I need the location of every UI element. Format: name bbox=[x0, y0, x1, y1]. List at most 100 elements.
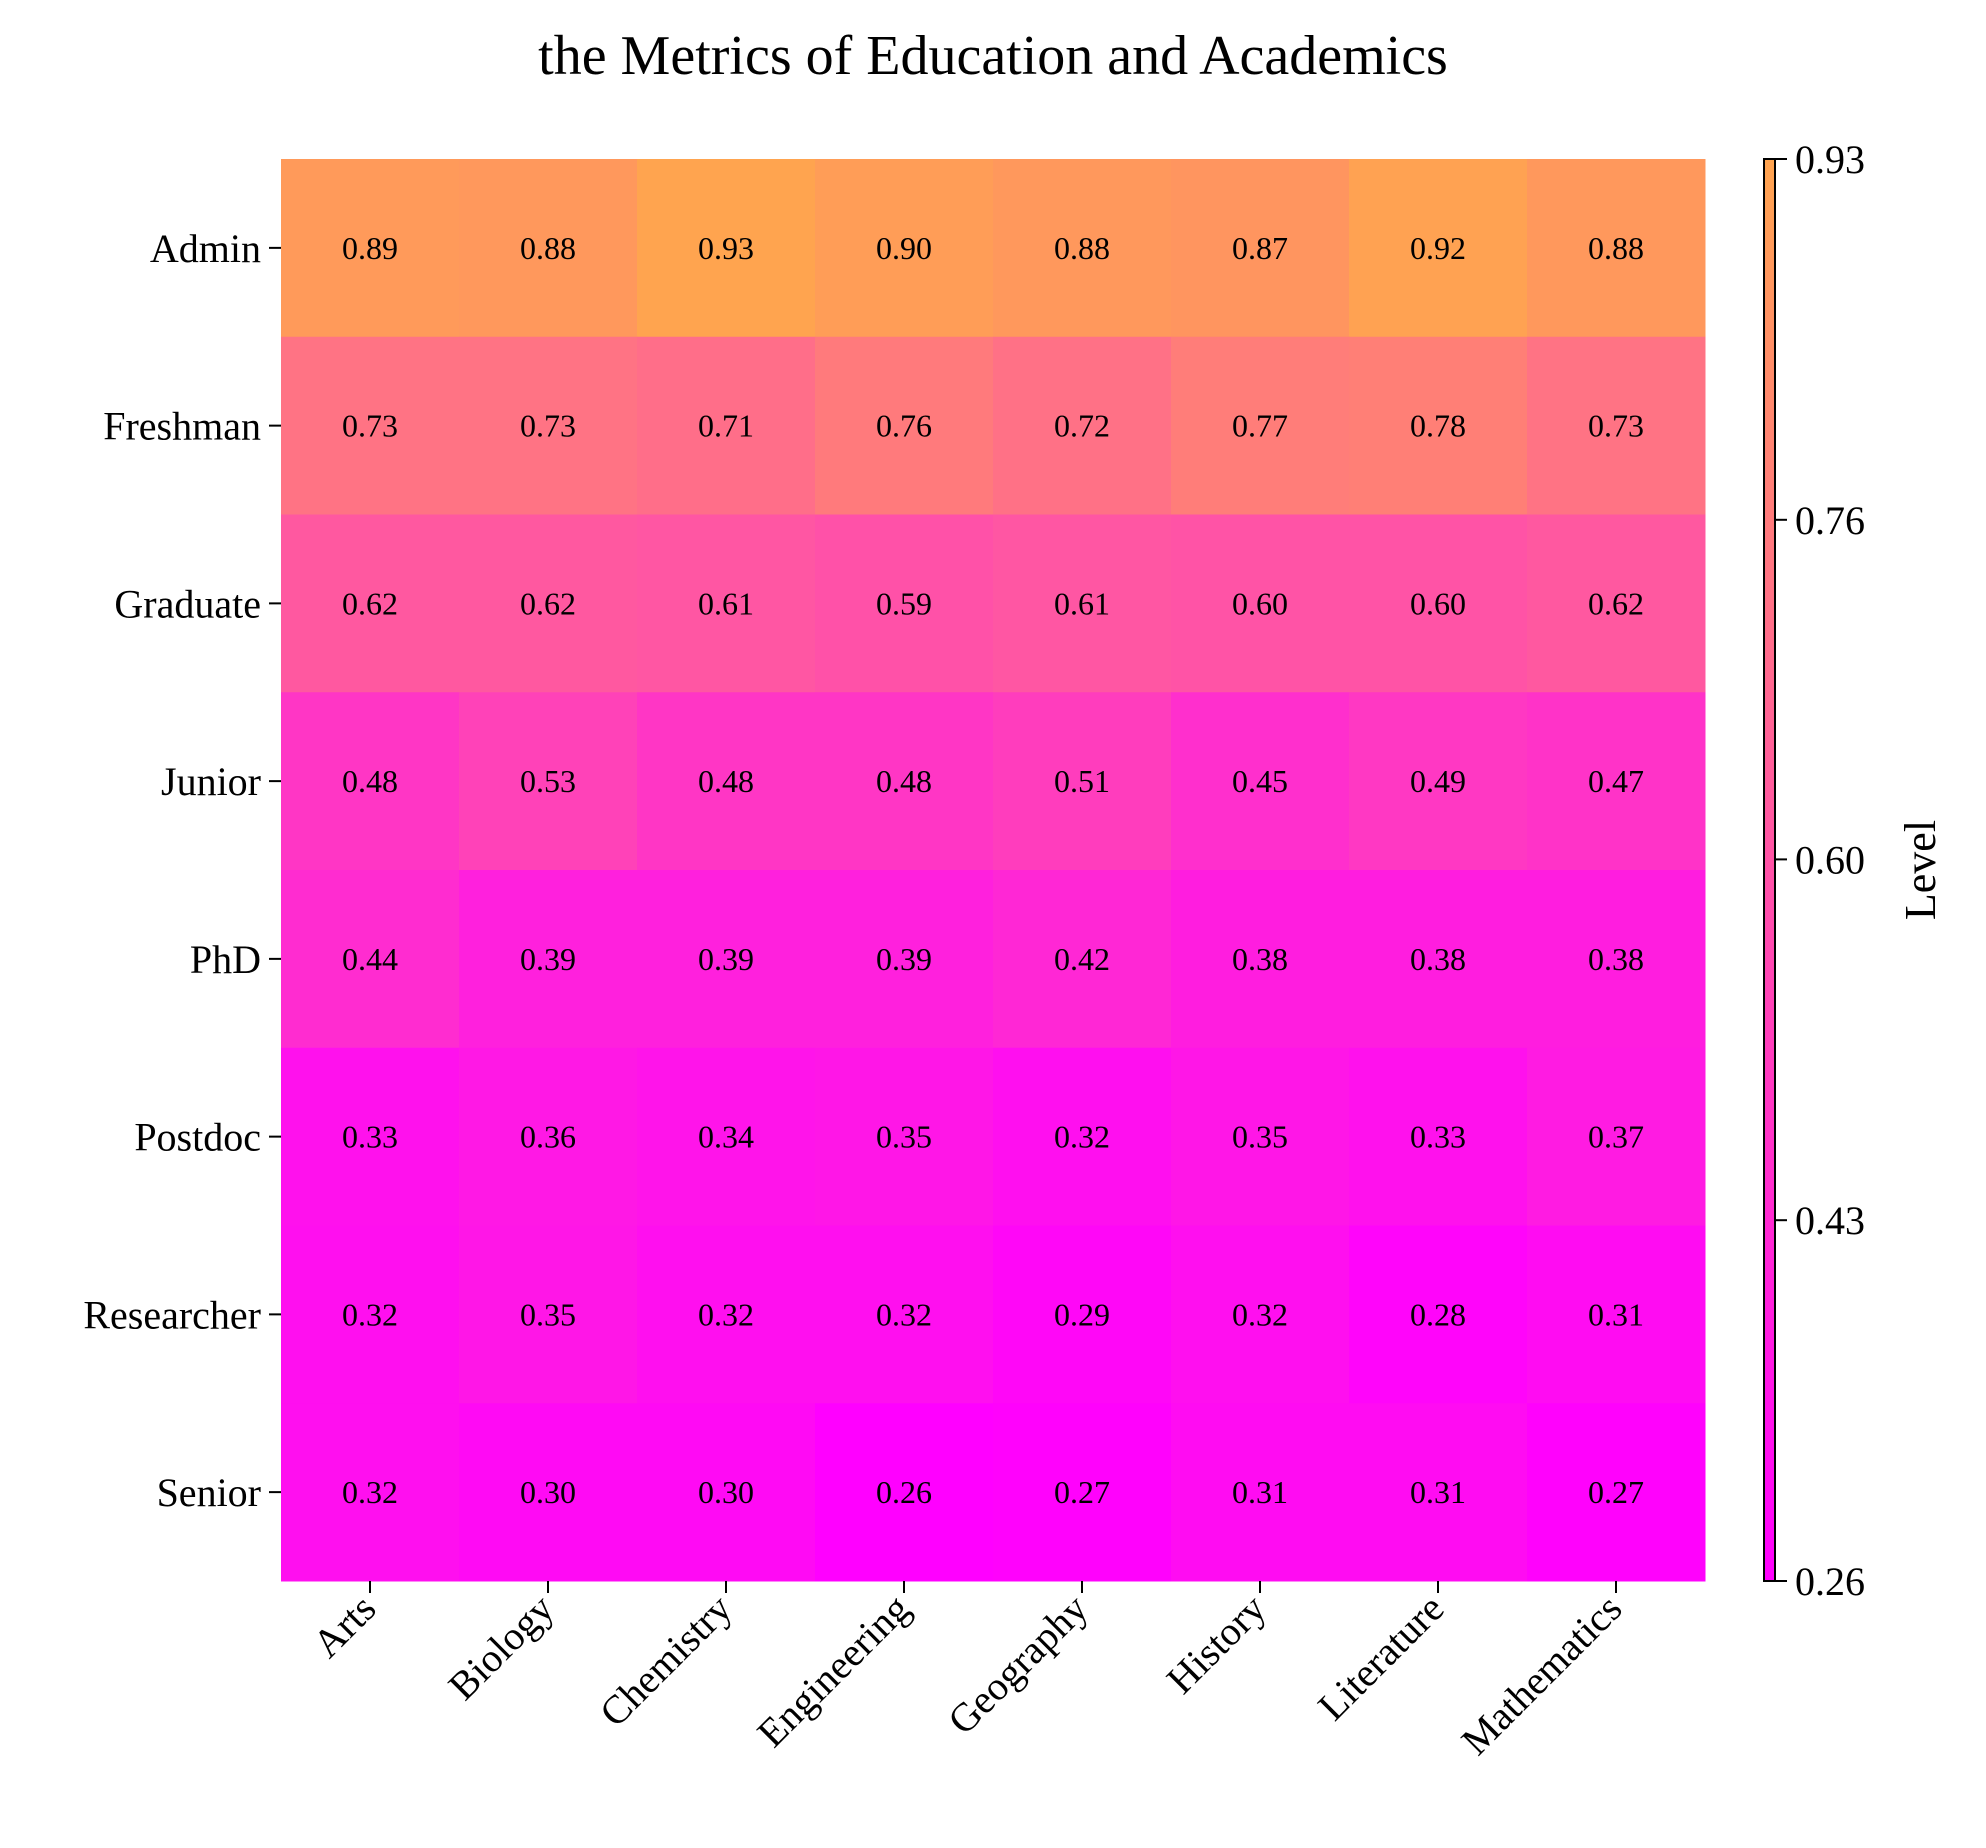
cell-value-label: 0.45 bbox=[1232, 763, 1288, 799]
cell-value-label: 0.33 bbox=[342, 1119, 398, 1155]
heatmap-cell bbox=[1171, 336, 1350, 515]
y-tick-label: Freshman bbox=[103, 404, 261, 449]
cell-value-label: 0.42 bbox=[1054, 941, 1110, 977]
cell-value-label: 0.27 bbox=[1588, 1474, 1644, 1510]
x-tick-label: Arts bbox=[304, 1586, 385, 1667]
cell-value-label: 0.77 bbox=[1232, 408, 1288, 444]
colorbar-gradient bbox=[1763, 158, 1776, 1582]
cell-value-label: 0.31 bbox=[1588, 1296, 1644, 1332]
cell-value-label: 0.35 bbox=[1232, 1119, 1288, 1155]
heatmap-cell bbox=[1171, 1047, 1350, 1226]
y-tick-label: Admin bbox=[150, 226, 261, 271]
y-tick-label: Junior bbox=[161, 759, 261, 804]
cell-value-label: 0.47 bbox=[1588, 763, 1644, 799]
cell-value-label: 0.39 bbox=[876, 941, 932, 977]
heatmap-cell bbox=[1171, 692, 1350, 871]
cell-value-label: 0.71 bbox=[698, 408, 754, 444]
cell-value-label: 0.33 bbox=[1410, 1119, 1466, 1155]
heatmap-cell bbox=[459, 692, 638, 871]
heatmap-cell bbox=[1349, 1225, 1528, 1404]
cell-value-label: 0.48 bbox=[342, 763, 398, 799]
heatmap-cell bbox=[1527, 1047, 1706, 1226]
heatmap-cell bbox=[1171, 870, 1350, 1049]
cell-value-label: 0.62 bbox=[1588, 585, 1644, 621]
heatmap-cell bbox=[459, 1047, 638, 1226]
heatmap-cell bbox=[815, 870, 994, 1049]
heatmap-cell bbox=[1527, 336, 1706, 515]
cell-value-label: 0.89 bbox=[342, 230, 398, 266]
heatmap-cell bbox=[637, 1047, 816, 1226]
heatmap-cell bbox=[1349, 159, 1528, 338]
cell-value-label: 0.38 bbox=[1588, 941, 1644, 977]
x-tick-label: Biology bbox=[439, 1586, 562, 1709]
cell-value-label: 0.32 bbox=[1054, 1119, 1110, 1155]
cell-value-label: 0.31 bbox=[1410, 1474, 1466, 1510]
heatmap-cell bbox=[459, 1403, 638, 1582]
heatmap-cell bbox=[1349, 1047, 1528, 1226]
heatmap-cell bbox=[281, 336, 460, 515]
cell-value-label: 0.62 bbox=[342, 585, 398, 621]
heatmap-cell bbox=[815, 159, 994, 338]
x-axis: Arts Biology Chemistry Engineering Geography… bbox=[304, 1581, 1630, 1763]
cell-value-label: 0.35 bbox=[520, 1296, 576, 1332]
cell-value-label: 0.51 bbox=[1054, 763, 1110, 799]
heatmap-cells bbox=[281, 159, 1706, 1582]
heatmap-cell bbox=[637, 1225, 816, 1404]
heatmap-cell bbox=[1527, 870, 1706, 1049]
heatmap-cell bbox=[281, 1047, 460, 1226]
y-tick-label: Postdoc bbox=[134, 1115, 261, 1160]
cell-value-label: 0.38 bbox=[1232, 941, 1288, 977]
heatmap-cell bbox=[281, 692, 460, 871]
heatmap-cell bbox=[1349, 336, 1528, 515]
heatmap-cell bbox=[281, 159, 460, 338]
cell-value-label: 0.62 bbox=[520, 585, 576, 621]
heatmap-cell bbox=[815, 514, 994, 693]
heatmap-cell bbox=[1171, 159, 1350, 338]
chart-title: the Metrics of Education and Academics bbox=[538, 25, 1448, 87]
heatmap-cell bbox=[993, 1047, 1172, 1226]
cell-value-label: 0.93 bbox=[698, 230, 754, 266]
colorbar-tick-label: 0.60 bbox=[1795, 837, 1865, 882]
cell-value-label: 0.73 bbox=[1588, 408, 1644, 444]
heatmap-cell bbox=[637, 336, 816, 515]
heatmap-cell bbox=[281, 1403, 460, 1582]
cell-value-label: 0.39 bbox=[520, 941, 576, 977]
heatmap-cell bbox=[459, 1225, 638, 1404]
cell-value-label: 0.49 bbox=[1410, 763, 1466, 799]
cell-value-label: 0.36 bbox=[520, 1119, 576, 1155]
cell-value-label: 0.76 bbox=[876, 408, 932, 444]
cell-value-label: 0.32 bbox=[342, 1296, 398, 1332]
cell-value-label: 0.26 bbox=[876, 1474, 932, 1510]
heatmap-cell bbox=[1171, 1225, 1350, 1404]
heatmap-cell bbox=[1527, 514, 1706, 693]
cell-value-label: 0.78 bbox=[1410, 408, 1466, 444]
x-tick-label: Chemistry bbox=[591, 1586, 741, 1736]
heatmap-cell bbox=[459, 159, 638, 338]
heatmap-cell-labels: 0.89 0.88 0.93 0.90 0.88 0.87 0.92 0.88 0.73 0.73… bbox=[342, 230, 1644, 1510]
cell-value-label: 0.37 bbox=[1588, 1119, 1644, 1155]
heatmap-cell bbox=[637, 159, 816, 338]
cell-value-label: 0.35 bbox=[876, 1119, 932, 1155]
heatmap-cell bbox=[993, 336, 1172, 515]
heatmap-cell bbox=[1171, 1403, 1350, 1582]
cell-value-label: 0.73 bbox=[520, 408, 576, 444]
cell-value-label: 0.39 bbox=[698, 941, 754, 977]
cell-value-label: 0.88 bbox=[1054, 230, 1110, 266]
heatmap-cell bbox=[815, 1403, 994, 1582]
cell-value-label: 0.32 bbox=[1232, 1296, 1288, 1332]
y-tick-label: Researcher bbox=[83, 1292, 261, 1337]
heatmap-cell bbox=[1349, 870, 1528, 1049]
heatmap-cell bbox=[815, 1225, 994, 1404]
heatmap-cell bbox=[1349, 692, 1528, 871]
colorbar-tick-label: 0.76 bbox=[1795, 498, 1865, 543]
heatmap-cell bbox=[1349, 1403, 1528, 1582]
cell-value-label: 0.29 bbox=[1054, 1296, 1110, 1332]
y-tick-label: PhD bbox=[190, 937, 261, 982]
cell-value-label: 0.32 bbox=[876, 1296, 932, 1332]
heatmap-cell bbox=[815, 692, 994, 871]
cell-value-label: 0.32 bbox=[342, 1474, 398, 1510]
cell-value-label: 0.27 bbox=[1054, 1474, 1110, 1510]
heatmap-cell bbox=[993, 1403, 1172, 1582]
colorbar-label: Level bbox=[1896, 820, 1945, 920]
